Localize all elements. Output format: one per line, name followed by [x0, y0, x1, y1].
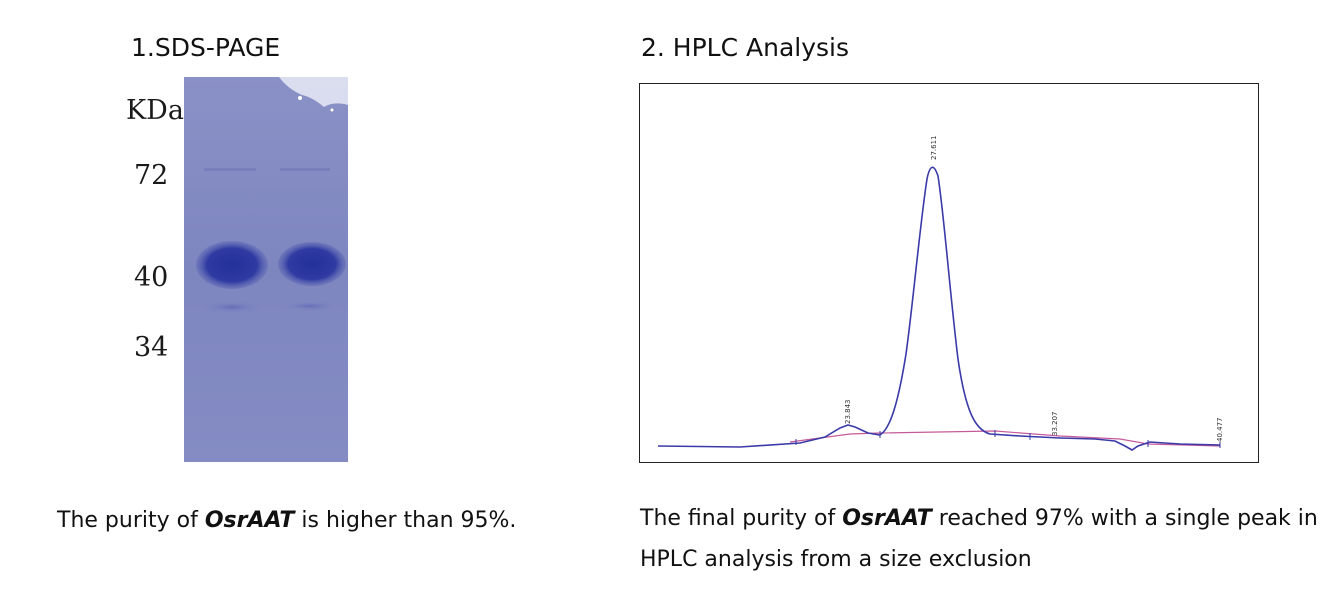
gel-speck — [330, 108, 334, 112]
integration-baseline — [789, 430, 1221, 447]
hplc-chromatogram: 23.843 27.611 33.207 40.477 — [657, 136, 1224, 451]
gel-speck — [298, 96, 302, 100]
gel-smear-left — [200, 301, 264, 313]
chromatogram-trace — [657, 166, 1221, 451]
marker-34-label: 34 — [134, 332, 169, 363]
gel-top-highlight — [279, 77, 348, 107]
kda-unit-label: KDa — [126, 95, 184, 126]
caption-left-prefix: The purity of — [57, 508, 205, 533]
gel-main-band-right — [278, 242, 346, 286]
gel-faint-band-72-right — [280, 168, 330, 171]
peak-label-40477: 40.477 — [1216, 418, 1224, 443]
hplc-caption: The final purity of OsrAAT reached 97% w… — [640, 498, 1320, 580]
caption-right-prefix: The final purity of — [640, 506, 843, 531]
hplc-title: 2. HPLC Analysis — [641, 33, 850, 62]
caption-right-suffix: reached 97% with a single peak in HPLC a… — [640, 506, 1318, 572]
peak-label-27611: 27.611 — [930, 136, 938, 161]
marker-72-label: 72 — [134, 160, 169, 191]
marker-40-label: 40 — [134, 262, 169, 293]
peak-label-23843: 23.843 — [844, 400, 852, 425]
gel-faint-band-72-left — [204, 168, 256, 171]
gel-smear-right — [282, 301, 338, 311]
sds-page-gel-image — [184, 77, 348, 462]
caption-left-protein: OsrAAT — [204, 508, 295, 533]
sds-page-title: 1.SDS-PAGE — [131, 33, 281, 62]
caption-left-suffix: is higher than 95%. — [294, 508, 517, 533]
caption-right-protein: OsrAAT — [842, 506, 932, 531]
sds-page-caption: The purity of OsrAAT is higher than 95%. — [57, 500, 516, 541]
peak-label-33207: 33.207 — [1051, 412, 1059, 437]
gel-main-band-left — [196, 241, 268, 289]
hplc-chromatogram-frame: 23.843 27.611 33.207 40.477 — [639, 83, 1259, 463]
